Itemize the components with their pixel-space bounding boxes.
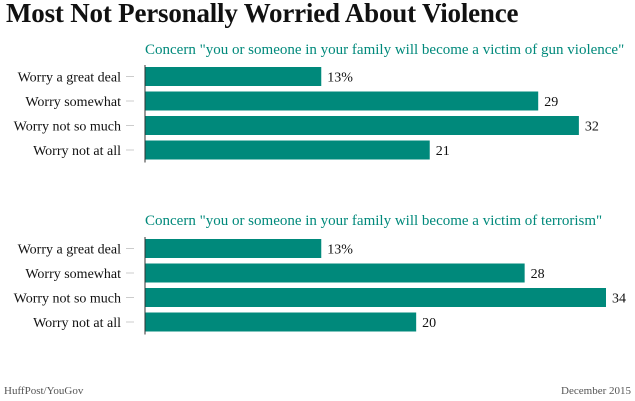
data-label-1-2: 34 [612, 292, 626, 307]
bar-0-2 [145, 116, 579, 135]
panel-title-gun-violence: Concern "you or someone in your family w… [145, 42, 625, 58]
category-label-1-3: Worry not at all [33, 316, 121, 331]
data-label-0-3: 21 [436, 144, 450, 159]
category-label-0-1: Worry somewhat [25, 95, 121, 110]
chart-title: Most Not Personally Worried About Violen… [6, 0, 519, 28]
date-label: December 2015 [561, 385, 631, 397]
data-label-0-1: 29 [544, 95, 558, 110]
data-label-1-1: 28 [531, 267, 545, 282]
bar-0-3 [145, 140, 430, 160]
bar-1-3 [145, 312, 417, 332]
category-label-1-0: Worry a great deal [18, 243, 122, 258]
panel-title-terrorism: Concern "you or someone in your family w… [145, 213, 603, 229]
category-label-1-1: Worry somewhat [25, 267, 121, 282]
bar-0-1 [145, 91, 539, 111]
data-label-1-3: 20 [422, 316, 436, 331]
category-label-1-2: Worry not so much [14, 292, 121, 307]
category-label-0-2: Worry not so much [14, 120, 121, 135]
bar-0-0 [145, 67, 322, 86]
data-label-1-0: 13% [327, 243, 353, 258]
category-label-0-0: Worry a great deal [18, 71, 122, 86]
bar-1-2 [145, 288, 606, 307]
bar-1-1 [145, 263, 525, 283]
bar-1-0 [145, 239, 322, 258]
data-label-0-2: 32 [585, 120, 599, 135]
data-label-0-0: 13% [327, 71, 353, 86]
source-credit: HuffPost/YouGov [4, 385, 84, 397]
category-label-0-3: Worry not at all [33, 144, 121, 159]
